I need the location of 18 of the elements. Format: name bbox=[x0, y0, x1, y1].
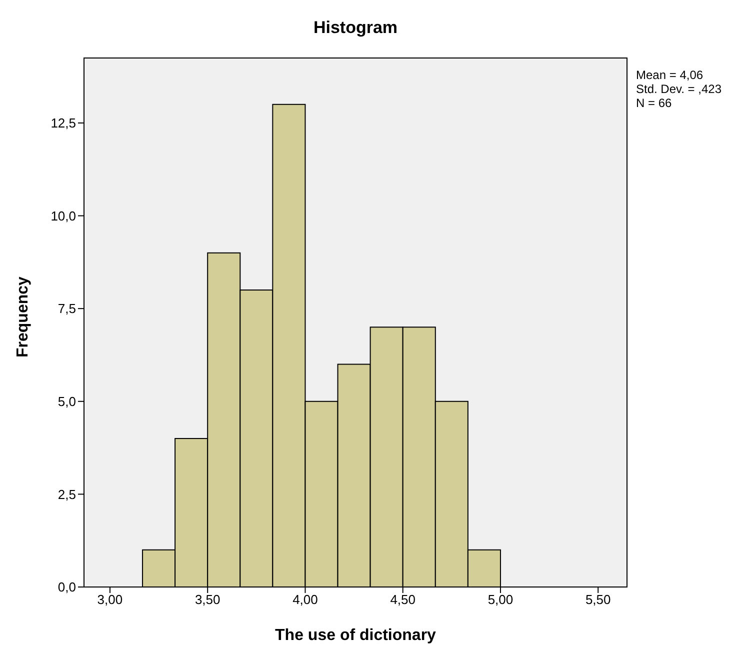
y-tick-label: 2,5 bbox=[58, 486, 76, 502]
x-tick-label: 5,00 bbox=[488, 592, 514, 608]
y-tick-label: 12,5 bbox=[50, 116, 76, 131]
y-tick-label: 7,5 bbox=[58, 301, 76, 316]
y-axis-title: Frequency bbox=[14, 276, 32, 358]
chart-title: Histogram bbox=[312, 18, 399, 38]
text: Std. Dev. = ,423 bbox=[636, 82, 722, 96]
text: Mean = 4,06 bbox=[636, 68, 704, 82]
y-tick-label: 0,0 bbox=[58, 580, 76, 595]
y-tick-label: 10,0 bbox=[50, 208, 76, 224]
x-tick-label: 3,50 bbox=[194, 592, 220, 608]
x-tick-label: 4,50 bbox=[390, 592, 416, 608]
x-axis-title: The use of dictionary bbox=[275, 627, 436, 644]
y-tick-label: 5,0 bbox=[58, 394, 76, 409]
x-tick-label: 4,00 bbox=[292, 592, 318, 608]
text: N = 66 bbox=[636, 96, 673, 110]
x-tick-label: 3,00 bbox=[97, 592, 123, 608]
x-tick-label: 5,50 bbox=[585, 592, 611, 608]
